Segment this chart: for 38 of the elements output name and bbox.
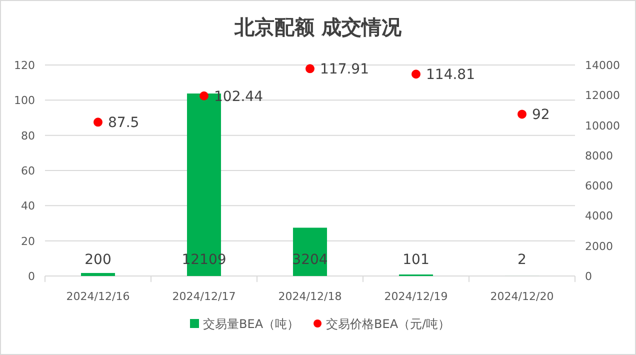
data-label: 114.81	[426, 67, 475, 84]
x-tick-label: 2024/12/19	[384, 290, 448, 303]
data-label: 3204	[292, 252, 328, 268]
y-tick-label: 40	[21, 200, 35, 213]
point	[518, 110, 526, 119]
y2-tick-label: 2000	[585, 240, 613, 253]
legend-label: 交易价格BEA（元/吨）	[326, 317, 450, 331]
point	[412, 70, 420, 79]
y2-tick-label: 4000	[585, 210, 613, 223]
bar	[81, 272, 115, 276]
data-label: 87.5	[108, 115, 140, 132]
bar	[293, 228, 327, 276]
data-label: 92	[532, 107, 550, 124]
data-label: 2	[518, 252, 526, 268]
y-tick-label: 60	[21, 164, 35, 178]
point	[306, 64, 314, 74]
y-tick-label: 20	[21, 234, 35, 248]
y2-tick-label: 0	[585, 270, 592, 283]
data-label: 117.91	[320, 62, 369, 78]
x-tick-label: 2024/12/16	[66, 290, 130, 303]
y-tick-label: 120	[14, 59, 35, 72]
legend-label: 交易量BEA（吨）	[203, 317, 300, 331]
y-tick-label: 100	[14, 94, 35, 108]
x-tick-label: 2024/12/20	[490, 290, 554, 303]
data-label: 101	[402, 252, 430, 268]
y-tick-label: 80	[21, 129, 35, 142]
point	[94, 118, 102, 127]
data-label: 200	[84, 252, 112, 268]
y2-tick-label: 12000	[585, 89, 620, 102]
y2-tick-label: 8000	[585, 149, 613, 162]
y2-tick-label: 10000	[585, 119, 620, 132]
y2-tick-label: 14000	[585, 59, 620, 72]
y-tick-label: 0	[28, 270, 35, 283]
x-tick-label: 2024/12/17	[172, 290, 236, 303]
chart-title: 北京配额 成交情况	[234, 15, 402, 39]
x-tick-label: 2024/12/18	[278, 290, 342, 303]
y2-tick-label: 6000	[585, 180, 613, 193]
point	[200, 91, 208, 100]
